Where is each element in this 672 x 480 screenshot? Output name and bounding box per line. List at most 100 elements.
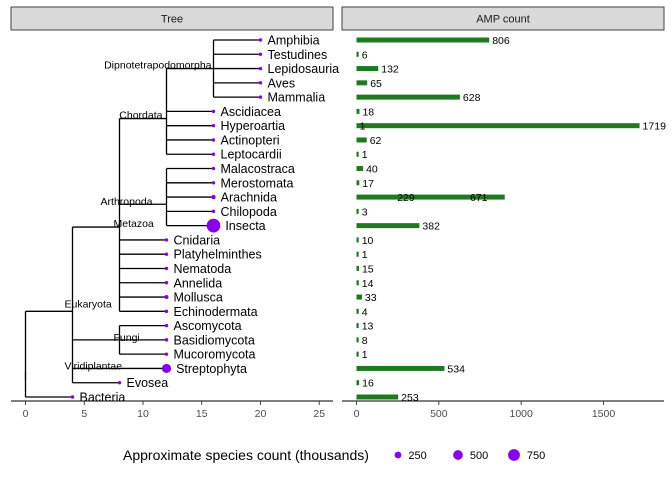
tip-point-mammalia — [258, 95, 263, 99]
tip-point-amphibia — [258, 38, 263, 42]
legend-key-500 — [453, 450, 463, 460]
tree-tick-label-0: 0 — [23, 408, 29, 420]
tip-point-testudines — [258, 52, 263, 56]
tree-tick-label-5: 5 — [81, 408, 87, 420]
tip-label-mollusca: Mollusca — [174, 291, 223, 305]
tip-label-testudines: Testudines — [268, 48, 328, 62]
bar-extra-label-1: 671 — [470, 192, 488, 204]
clade-label-arthropoda: Arthropoda — [101, 196, 153, 208]
bar-annelida — [356, 280, 359, 286]
legend-key-250 — [394, 451, 402, 459]
tip-point-platyhelminthes — [164, 252, 169, 256]
tip-point-arachnida — [211, 194, 216, 200]
tree-strip-bg — [10, 6, 334, 31]
bar-platyhelminthes — [356, 251, 359, 257]
legend-title: Approximate species count (thousands) — [123, 447, 369, 463]
bar-malacostraca — [356, 166, 364, 172]
tip-label-hyperoartia: Hyperoartia — [221, 119, 286, 133]
tip-label-mucoromycota: Mucoromycota — [174, 348, 256, 362]
bar-cnidaria — [356, 237, 359, 243]
tree-x-ticks: 0 5 10 15 20 25 — [23, 401, 325, 420]
bar-amphibia — [356, 37, 490, 43]
tip-point-ascidiacea — [211, 109, 216, 114]
tip-label-cnidaria: Cnidaria — [174, 233, 221, 247]
tip-point-echinodermata — [164, 309, 169, 314]
legend-label-250: 250 — [408, 450, 426, 462]
bar-mucoromycota — [356, 351, 359, 357]
tip-label-insecta: Insecta — [225, 219, 265, 233]
bar-label-chilopoda: 3 — [362, 206, 368, 218]
bar-label-streptophyta: 534 — [447, 363, 465, 375]
bar-label-annelida: 14 — [362, 278, 374, 290]
bar-label-amphibia: 806 — [492, 35, 510, 47]
bar-label-merostomata: 17 — [362, 178, 374, 190]
bar-extra-label-0: 229 — [397, 192, 415, 204]
bar-label-cnidaria: 10 — [362, 235, 374, 247]
tip-point-mucoromycota — [164, 352, 169, 356]
tip-point-evosea — [117, 381, 122, 385]
tree-tick-label-25: 25 — [313, 408, 325, 420]
bar-label-echinodermata: 4 — [362, 306, 368, 318]
bar-label-actinopteri: 62 — [370, 135, 382, 147]
bar-label-platyhelminthes: 1 — [362, 249, 368, 261]
bar-bacteria — [356, 394, 399, 400]
bar-lepidosauria — [356, 66, 379, 72]
clade-label-eukaryota: Eukaryota — [65, 298, 112, 310]
tip-label-arachnida: Arachnida — [221, 191, 277, 205]
tip-point-streptophyta — [161, 363, 172, 374]
bar-label-basidiomycota: 8 — [362, 335, 368, 347]
tip-label-aves: Aves — [268, 76, 296, 90]
tip-label-platyhelminthes: Platyhelminthes — [174, 248, 262, 262]
bar-arachnida — [356, 194, 505, 200]
bar-label-mucoromycota: 1 — [362, 349, 368, 361]
tip-point-cnidaria — [164, 238, 169, 242]
tip-point-ascomycota — [164, 323, 169, 328]
tip-point-aves — [258, 81, 263, 85]
tip-label-bacteria: Bacteria — [80, 391, 126, 405]
tip-label-chilopoda: Chilopoda — [221, 205, 277, 219]
tip-point-nematoda — [164, 266, 169, 271]
bar-label-insecta: 382 — [422, 221, 440, 233]
bar-evosea — [356, 380, 360, 386]
amp-tick-label-0: 0 — [354, 408, 360, 420]
tree-strip: Tree — [10, 6, 334, 31]
tip-label-malacostraca: Malacostraca — [221, 162, 295, 176]
tree-panel-title: Tree — [161, 14, 183, 26]
tree-tick-label-20: 20 — [255, 408, 267, 420]
tip-label-evosea: Evosea — [127, 376, 169, 390]
tip-point-mollusca — [164, 295, 169, 300]
tip-point-merostomata — [211, 181, 216, 185]
tip-point-chilopoda — [211, 209, 216, 214]
tip-point-hyperoartia — [211, 123, 216, 128]
tip-label-mammalia: Mammalia — [268, 91, 326, 105]
bar-actinopteri — [356, 137, 367, 143]
bar-mammalia — [356, 94, 460, 100]
tip-point-lepidosauria — [258, 66, 263, 71]
amp-tick-label-500: 500 — [430, 408, 448, 420]
bar-ascidiacea — [356, 108, 360, 114]
bar-insecta — [356, 223, 420, 229]
tree-tick-label-10: 10 — [137, 408, 149, 420]
bar-label-bacteria: 253 — [401, 392, 419, 404]
legend-key-750 — [508, 449, 520, 461]
tip-label-nematoda: Nematoda — [174, 262, 232, 276]
legend-label-500: 500 — [470, 450, 488, 462]
tip-point-leptocardii — [211, 152, 216, 156]
clade-label-fungi: Fungi — [114, 332, 140, 344]
bar-aves — [356, 80, 368, 86]
bar-extra-label-2: 1 — [360, 121, 366, 133]
tip-point-bacteria — [70, 395, 75, 399]
bar-testudines — [356, 51, 359, 57]
tip-point-annelida — [164, 281, 169, 285]
tip-label-amphibia: Amphibia — [268, 34, 320, 48]
amp-panel-title: AMP count — [476, 14, 530, 26]
tip-label-merostomata: Merostomata — [221, 176, 294, 190]
amp-tick-label-1500: 1500 — [592, 408, 616, 420]
bar-label-aves: 65 — [370, 78, 382, 90]
bar-chilopoda — [356, 208, 359, 214]
amp-bars — [356, 37, 640, 400]
tip-point-insecta — [206, 218, 221, 233]
bar-label-malacostraca: 40 — [366, 164, 378, 176]
amp-strip-bg — [341, 6, 665, 31]
